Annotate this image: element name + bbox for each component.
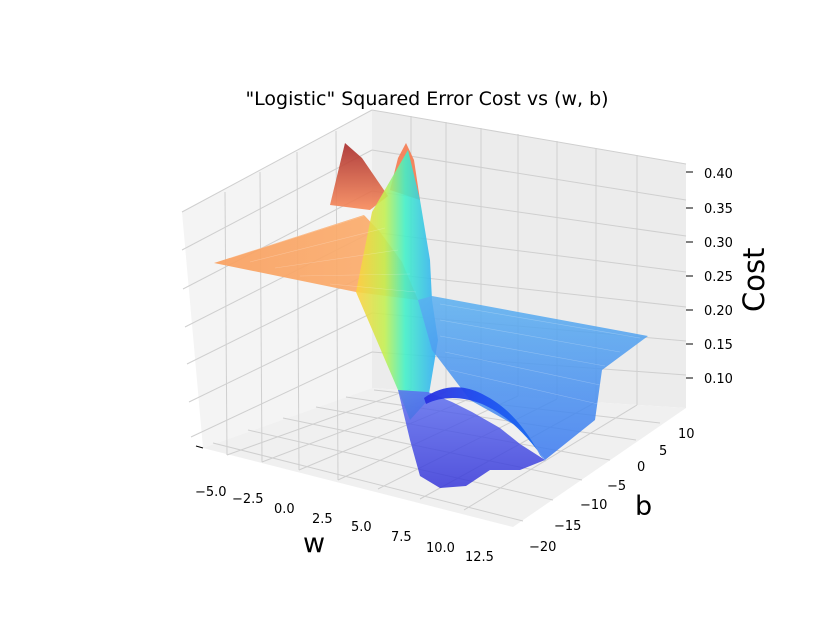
surface-valley — [398, 390, 545, 488]
surface-ridge — [424, 387, 546, 462]
y-tick-label: −20 — [529, 540, 556, 555]
z-axis-label: Cost — [737, 248, 771, 312]
surface-right-plateau — [418, 296, 648, 460]
y-tick-labels: −20 −15 −10 −5 0 5 10 — [529, 427, 695, 555]
x-tick-label: 0.0 — [274, 502, 295, 517]
x-tick-label: 2.5 — [312, 512, 333, 527]
z-tick-label: 0.35 — [704, 202, 733, 217]
z-tick-label: 0.25 — [704, 270, 733, 285]
x-tick-label: 7.5 — [391, 530, 412, 545]
surface-peak-left — [330, 143, 388, 210]
z-tick-label: 0.15 — [704, 338, 733, 353]
y-tick-label: 0 — [637, 460, 645, 475]
x-tick-label: 5.0 — [351, 520, 372, 535]
z-tick-labels: 0.10 0.15 0.20 0.25 0.30 0.35 0.40 — [704, 167, 733, 387]
y-tick-label: −5 — [607, 479, 626, 494]
surface-cliff — [356, 150, 438, 420]
y-tick-label: −10 — [580, 498, 607, 513]
y-tick-label: −15 — [554, 519, 581, 534]
y-tick-label: 5 — [659, 444, 667, 459]
x-tick-label: −2.5 — [232, 492, 264, 507]
chart-title: "Logistic" Squared Error Cost vs (w, b) — [245, 88, 608, 110]
axis-ticks — [195, 171, 693, 449]
x-tick-label: 12.5 — [465, 550, 494, 565]
z-tick-label: 0.40 — [704, 167, 733, 182]
y-tick-label: 10 — [678, 427, 695, 442]
z-tick-label: 0.30 — [704, 236, 733, 251]
x-tick-label: −5.0 — [195, 485, 227, 500]
y-axis-label: b — [635, 491, 652, 522]
x-axis-label: w — [303, 528, 325, 559]
left-pane — [182, 110, 372, 448]
z-tick-label: 0.10 — [704, 372, 733, 387]
surface-mesh-lines — [229, 213, 641, 405]
x-tick-label: 10.0 — [426, 541, 455, 556]
x-tick-labels: −5.0 −2.5 0.0 2.5 5.0 7.5 10.0 12.5 — [195, 485, 494, 565]
z-tick-label: 0.20 — [704, 304, 733, 319]
cost-surface — [214, 143, 648, 488]
